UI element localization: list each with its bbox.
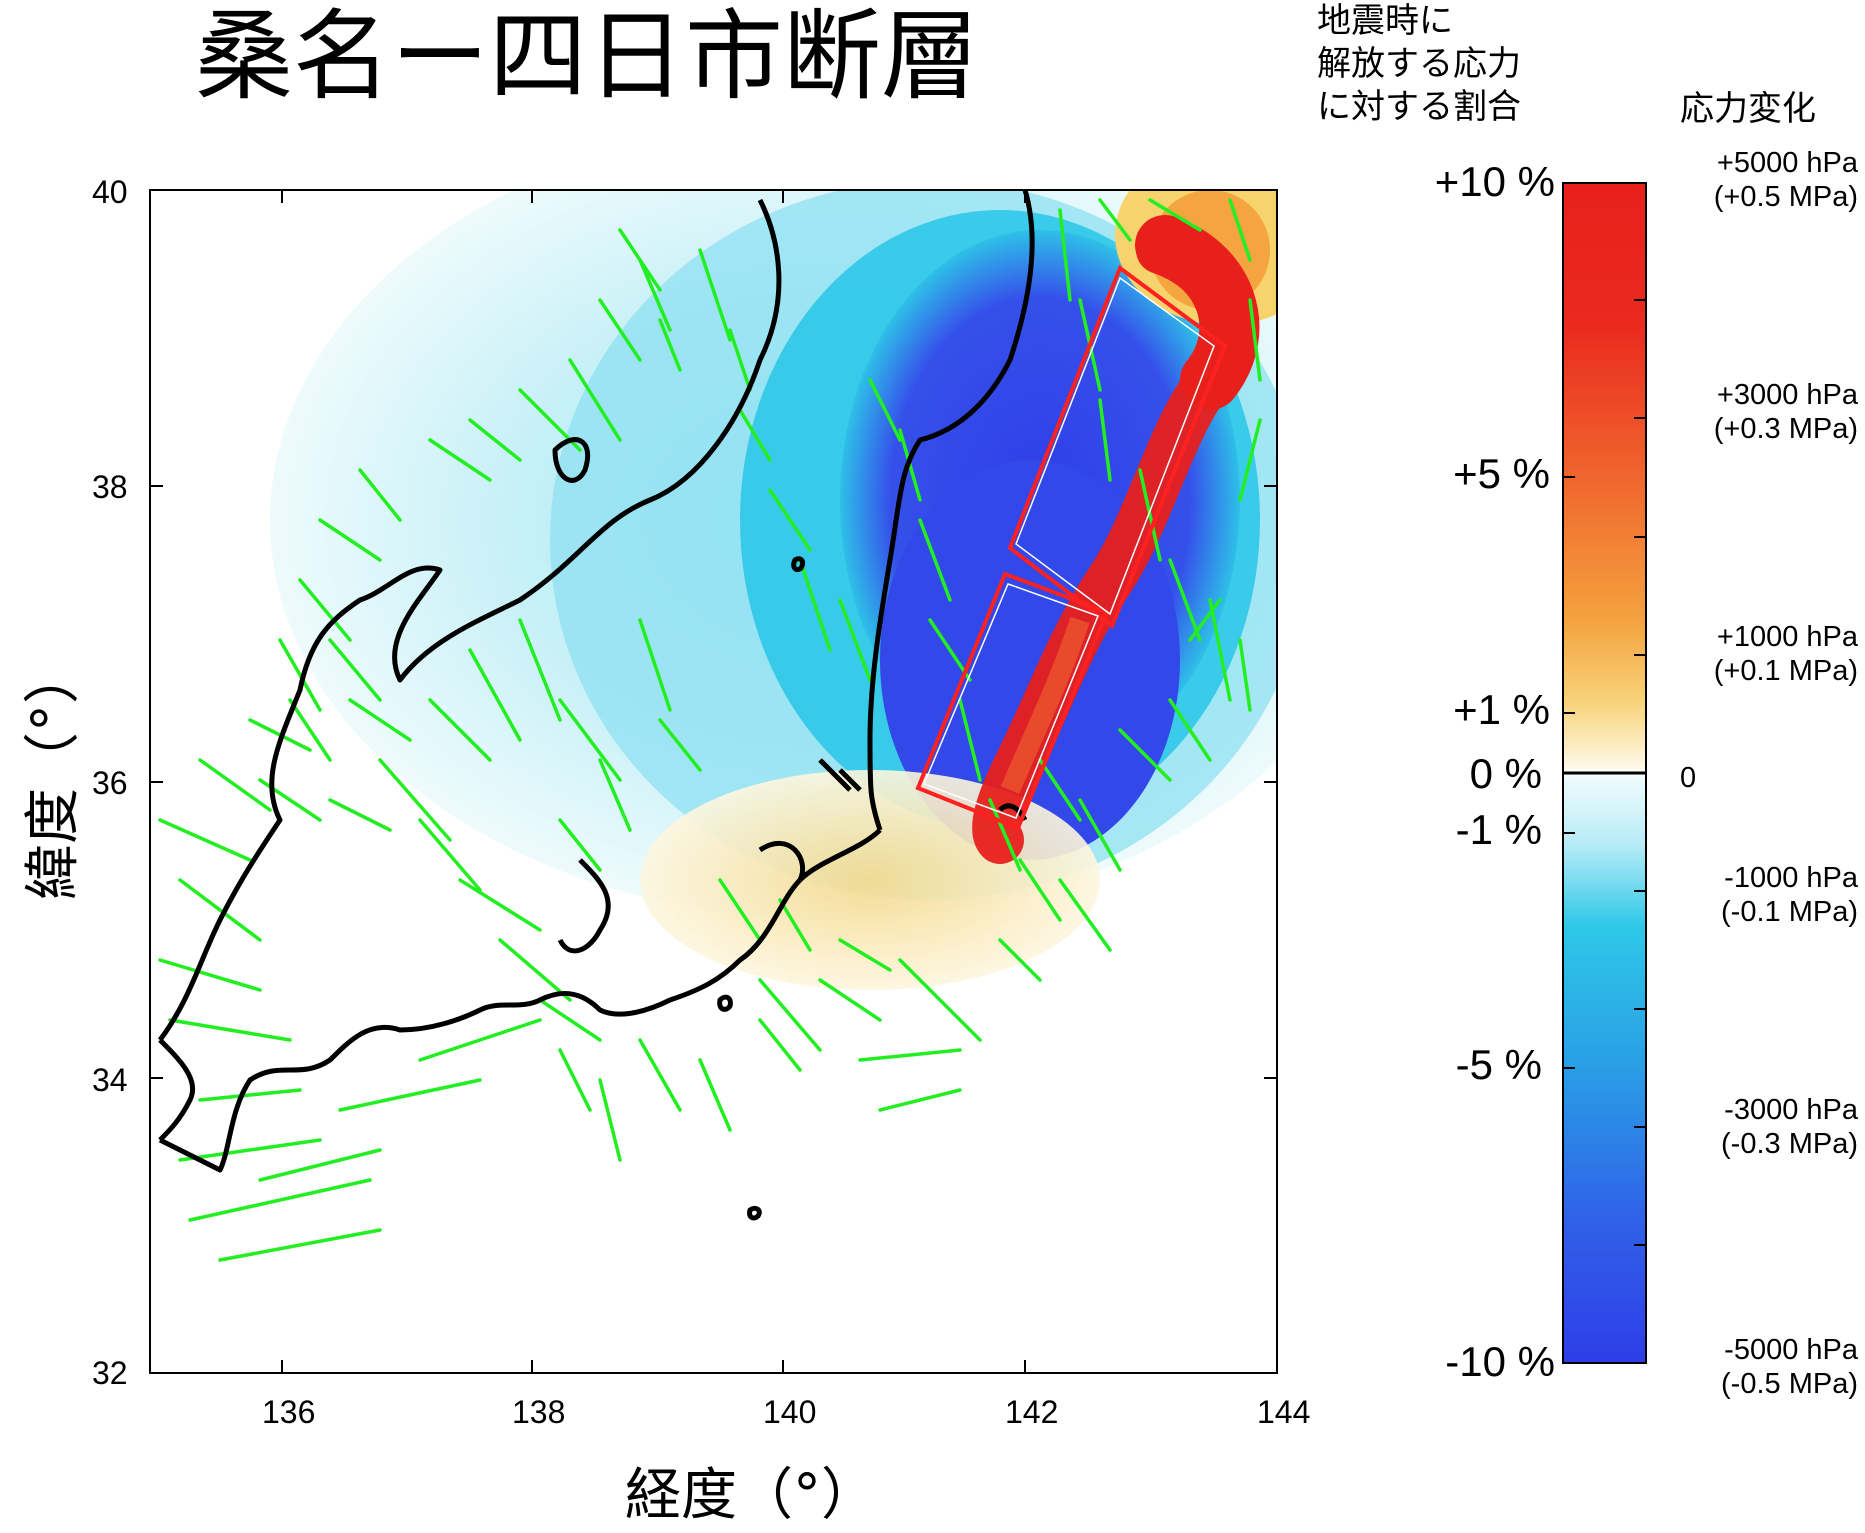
colorbar-stress-label-zero: 0 xyxy=(1680,762,1696,795)
y-tick-label: 36 xyxy=(92,765,128,802)
x-tick-label: 144 xyxy=(1257,1394,1310,1431)
colorbar-percent-label: 0 % xyxy=(1282,750,1542,798)
colorbar-percent-label: -10 % xyxy=(1295,1338,1555,1386)
colorbar-right-title: 応力変化 xyxy=(1680,88,1816,131)
colorbar-stress-label: +1000 hPa (+0.1 MPa) xyxy=(1638,620,1858,688)
y-tick-label: 38 xyxy=(92,469,128,506)
colorbar-percent-label: -5 % xyxy=(1282,1041,1542,1089)
y-tick-label: 34 xyxy=(92,1062,128,1099)
colorbar-stress-label: +5000 hPa (+0.5 MPa) xyxy=(1638,146,1858,214)
x-tick-label: 136 xyxy=(262,1394,315,1431)
x-axis-title: 経度（°） xyxy=(625,1450,877,1531)
stress-field xyxy=(150,120,1390,1373)
colorbar-percent-label: +10 % xyxy=(1295,158,1555,206)
colorbar-percent-label: -1 % xyxy=(1282,806,1542,854)
colorbar xyxy=(1563,183,1646,1363)
y-tick-label: 32 xyxy=(92,1355,128,1392)
colorbar-percent-label: +1 % xyxy=(1290,686,1550,734)
colorbar-stress-label: -1000 hPa (-0.1 MPa) xyxy=(1638,861,1858,929)
y-tick-label: 40 xyxy=(92,174,128,211)
colorbar-stress-label: -5000 hPa (-0.5 MPa) xyxy=(1638,1333,1858,1401)
x-tick-label: 138 xyxy=(512,1394,565,1431)
colorbar-percent-label: +5 % xyxy=(1290,450,1550,498)
x-tick-label: 142 xyxy=(1005,1394,1058,1431)
colorbar-stress-label: +3000 hPa (+0.3 MPa) xyxy=(1638,378,1858,446)
y-axis-title: 緯度（°） xyxy=(8,648,89,900)
colorbar-stress-label: -3000 hPa (-0.3 MPa) xyxy=(1638,1093,1858,1161)
colorbar-left-title: 地震時に 解放する応力 に対する割合 xyxy=(1317,0,1521,129)
x-tick-label: 140 xyxy=(763,1394,816,1431)
